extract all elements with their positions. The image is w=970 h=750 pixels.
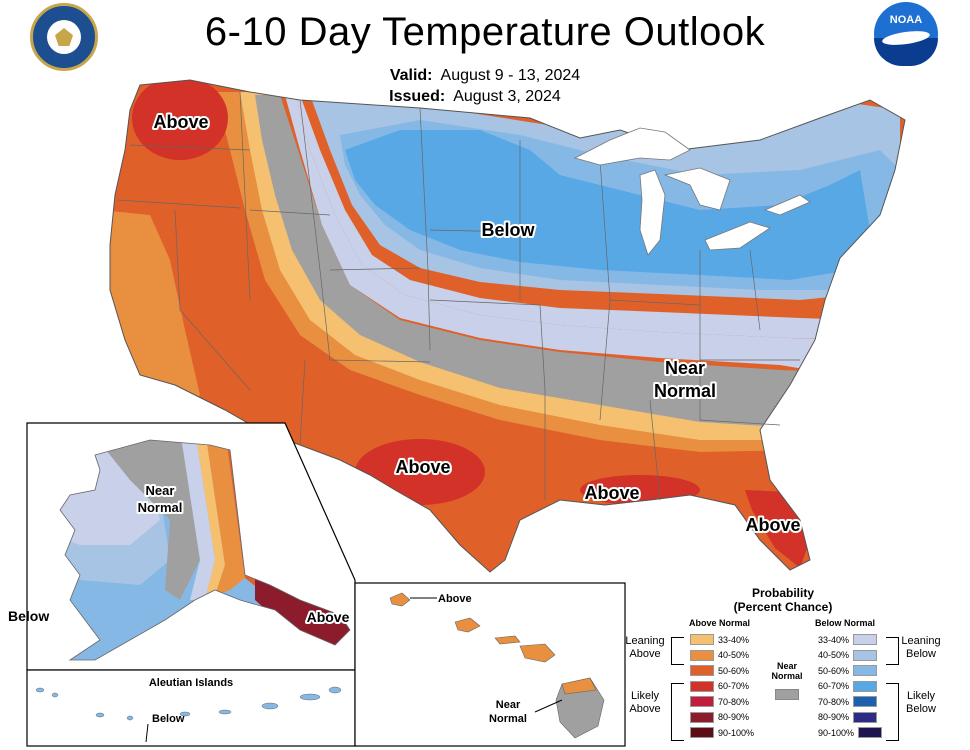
legend-bracket-leaning-below — [886, 637, 899, 665]
label-texas-above: Above — [395, 457, 450, 477]
legend-below-item-row: 40-50% — [818, 649, 881, 661]
legend-below-item-row: 90-100% — [818, 727, 886, 738]
label-hawaii-above: Above — [438, 593, 472, 605]
hawaii-islands — [389, 592, 605, 739]
legend-title: Probability (Percent Chance) — [708, 586, 858, 614]
legend-above-item-label: 33-40% — [718, 634, 750, 645]
legend-above-item-label: 90-100% — [718, 727, 755, 738]
valid-line: Valid: August 9 - 13, 2024 — [0, 67, 970, 85]
legend-above-item-row: 70-80% — [690, 696, 749, 707]
legend-above-item-swatch — [690, 696, 714, 707]
label-alaska-se-above: Above — [307, 609, 350, 625]
legend-above-item-swatch — [690, 634, 714, 645]
issued-value: August 3, 2024 — [453, 88, 561, 105]
department-of-commerce-seal-icon — [30, 3, 98, 71]
legend-below-item-swatch — [853, 696, 878, 707]
legend-near-normal-swatch — [775, 689, 799, 700]
legend-above-item-row: 40-50% — [690, 649, 750, 661]
legend-below-item-row: 33-40% — [818, 634, 881, 645]
legend-below-item-row: 80-90% — [818, 711, 881, 723]
label-pacific-nw-above: Above — [153, 112, 208, 132]
legend-below-item-row: 70-80% — [818, 696, 881, 707]
label-alaska-near-normal-1: Near — [146, 483, 175, 498]
label-hawaii-near-normal-1: Near — [496, 699, 521, 711]
legend-below-item-row: 50-60% — [818, 665, 881, 676]
legend-bracket-leaning-above — [671, 637, 684, 665]
noaa-logo-icon: NOAA — [874, 2, 938, 66]
legend-below-item-swatch — [853, 649, 878, 661]
label-north-central-below: Below — [481, 220, 535, 240]
state-borders — [117, 91, 800, 501]
legend-above-item-swatch — [690, 680, 714, 692]
legend-above-item-label: 40-50% — [718, 650, 750, 660]
label-florida-above: Above — [745, 515, 800, 535]
legend-below-head: Below Normal — [815, 618, 876, 628]
legend-above-item-row: 50-60% — [690, 665, 749, 676]
legend-above-item-row: 80-90% — [690, 711, 750, 723]
legend-below-item-label: 50-60% — [818, 665, 850, 676]
legend-below-item-swatch — [853, 634, 878, 645]
legend-bracket-likely-below — [886, 683, 899, 741]
aleutian-islands — [35, 686, 342, 721]
legend-above-item-label: 50-60% — [718, 665, 750, 676]
legend-below-item-swatch — [858, 727, 883, 738]
legend-near-normal: Near Normal — [771, 661, 803, 681]
legend-below-item-label: 80-90% — [818, 712, 850, 722]
issued-line: Issued: August 3, 2024 — [0, 88, 960, 106]
label-alaska-near-normal-2: Normal — [138, 500, 183, 515]
label-southeast-near-normal-1: Near — [665, 358, 705, 378]
legend-above-item-row: 90-100% — [690, 727, 754, 738]
legend-above-item-swatch — [690, 711, 714, 723]
legend-below-item-label: 90-100% — [818, 727, 855, 738]
aleutian-inset-frame — [26, 669, 356, 747]
legend-above-item-swatch — [690, 649, 714, 661]
legend-below-item-swatch — [853, 680, 878, 692]
valid-value: August 9 - 13, 2024 — [440, 67, 581, 84]
legend-title-line1: Probability — [751, 586, 814, 600]
legend-bracket-likely-above — [671, 683, 684, 741]
label-aleutian-title: Aleutian Islands — [149, 677, 233, 689]
legend: Probability (Percent Chance) Above Norma… — [625, 585, 968, 747]
label-hawaii-near-normal-2: Normal — [489, 713, 527, 725]
great-lakes — [573, 127, 811, 256]
legend-below-item-label: 60-70% — [818, 681, 850, 691]
legend-above-item-row: 33-40% — [690, 634, 749, 645]
legend-likely-above: Likely Above — [629, 690, 661, 715]
legend-below-item-swatch — [853, 711, 878, 723]
legend-below-item-swatch — [853, 665, 878, 676]
label-alaska-below: Below — [8, 608, 49, 624]
legend-below-item-label: 40-50% — [818, 650, 850, 660]
legend-above-item-swatch — [690, 665, 714, 676]
legend-leaning-below: Leaning Below — [901, 635, 941, 660]
page-title: 6-10 Day Temperature Outlook — [204, 10, 766, 54]
label-gulf-above: Above — [584, 483, 639, 503]
legend-leaning-above: Leaning Above — [625, 635, 665, 660]
legend-below-item-label: 70-80% — [818, 696, 850, 707]
legend-above-item-row: 60-70% — [690, 680, 750, 692]
legend-above-head: Above Normal — [689, 618, 751, 628]
legend-above-item-label: 80-90% — [718, 712, 750, 722]
issued-label: Issued: — [389, 88, 446, 105]
legend-likely-below: Likely Below — [906, 690, 936, 715]
label-southeast-near-normal-2: Normal — [654, 381, 716, 401]
legend-below-item-label: 33-40% — [818, 634, 850, 645]
legend-above-item-label: 60-70% — [718, 681, 750, 691]
legend-title-line2: (Percent Chance) — [733, 600, 833, 614]
label-aleutian-below: Below — [152, 713, 185, 725]
legend-below-item-row: 60-70% — [818, 680, 881, 692]
valid-label: Valid: — [389, 67, 433, 84]
legend-above-item-swatch — [690, 727, 714, 738]
legend-above-item-label: 70-80% — [718, 696, 750, 707]
